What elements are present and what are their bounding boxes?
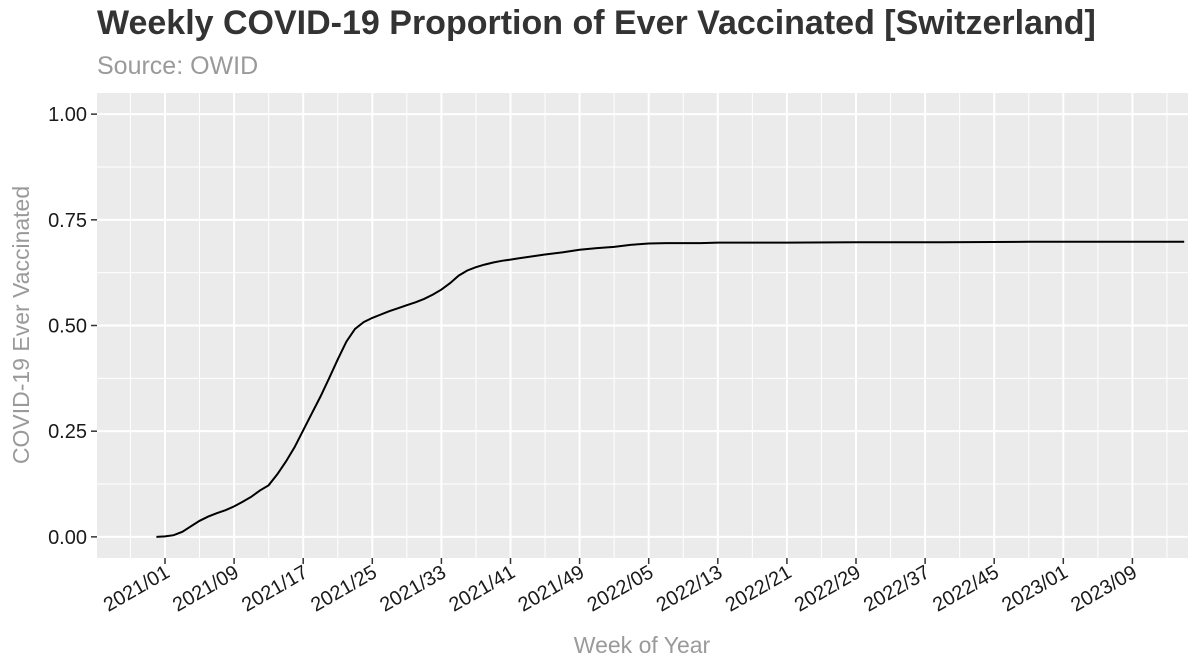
x-tick-label: 2023/09 xyxy=(1067,561,1141,616)
axis-ticks xyxy=(91,113,1134,564)
series-line xyxy=(156,240,1185,538)
x-axis-title: Week of Year xyxy=(574,632,711,658)
y-tick-label: 0.75 xyxy=(48,210,87,232)
x-tick-label: 2023/01 xyxy=(998,561,1072,616)
x-tick-label: 2022/05 xyxy=(584,561,658,616)
x-tick-label: 2022/45 xyxy=(929,561,1003,616)
major-gridlines xyxy=(97,93,1188,558)
x-tick-label: 2022/21 xyxy=(722,561,796,616)
x-tick-label: 2021/41 xyxy=(445,561,519,616)
x-tick-label: 2022/37 xyxy=(860,561,934,616)
x-tick-label: 2021/09 xyxy=(169,561,243,616)
y-tick-label: 0.25 xyxy=(48,421,87,443)
x-tick-label: 2022/29 xyxy=(791,561,865,616)
x-tick-label: 2021/33 xyxy=(376,561,450,616)
chart-title: Weekly COVID-19 Proportion of Ever Vacci… xyxy=(97,4,1096,42)
x-tick-label: 2022/13 xyxy=(653,561,727,616)
x-tick-label: 2021/01 xyxy=(100,561,174,616)
y-axis-title: COVID-19 Ever Vaccinated xyxy=(8,186,34,464)
y-tick-label: 1.00 xyxy=(48,104,87,126)
y-tick-label: 0.00 xyxy=(48,527,87,549)
chart-subtitle: Source: OWID xyxy=(97,52,259,80)
x-tick-label: 2021/49 xyxy=(514,561,588,616)
y-tick-label: 0.50 xyxy=(48,316,87,338)
x-tick-label: 2021/17 xyxy=(238,561,312,616)
x-tick-label: 2021/25 xyxy=(307,561,381,616)
